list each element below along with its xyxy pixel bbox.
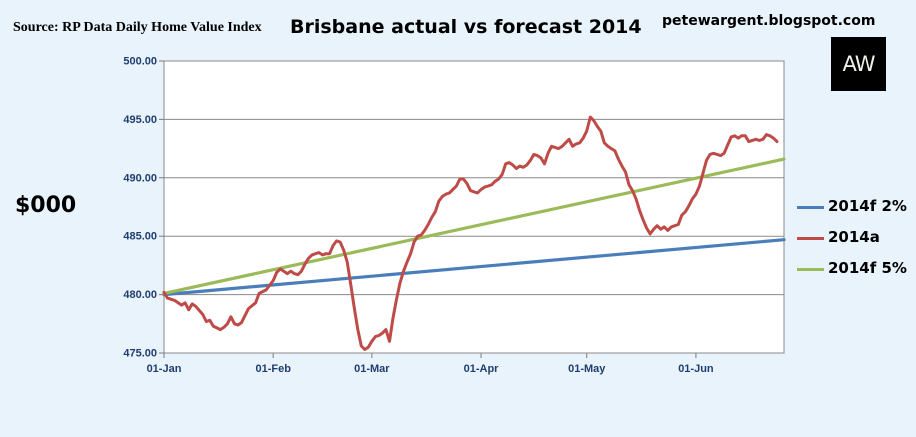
y-tick-label: 475.00 <box>123 348 157 360</box>
x-tick-label: 01-Mar <box>354 363 390 375</box>
legend-label-2014a: 2014a <box>828 228 880 246</box>
y-tick-label: 495.00 <box>123 114 157 126</box>
legend-label-2014f-2: 2014f 2% <box>828 197 907 215</box>
y-tick-label: 485.00 <box>123 231 157 243</box>
y-axis-label: $000 <box>15 193 77 218</box>
series-line-2014f-2- <box>162 238 786 297</box>
x-tick-label: 01-May <box>568 363 606 375</box>
y-tick-label: 500.00 <box>123 56 157 68</box>
legend-swatch-2014a <box>797 237 824 240</box>
x-tick-label: 01-Apr <box>464 363 500 375</box>
plot-area <box>163 60 785 354</box>
site-url: petewargent.blogspot.com <box>662 13 876 29</box>
y-tick-label: 480.00 <box>123 289 157 301</box>
aw-logo: AW <box>831 37 886 91</box>
series-line-2014f-5- <box>162 157 786 295</box>
y-tick-label: 490.00 <box>123 172 157 184</box>
source-label: Source: RP Data Daily Home Value Index <box>13 20 262 35</box>
legend-swatch-2014f-5 <box>797 268 824 271</box>
chart-title: Brisbane actual vs forecast 2014 <box>290 16 642 38</box>
gridlines <box>164 60 784 296</box>
x-tick-label: 01-Jan <box>147 363 182 375</box>
legend-label-2014f-5: 2014f 5% <box>828 259 907 277</box>
axes: 475.00 480.00 485.00 490.00 495.00 500.00 01-J… <box>123 56 714 376</box>
x-tick-label: 01-Jun <box>678 363 714 375</box>
series-line-2014a <box>162 115 779 351</box>
series-lines <box>162 115 786 351</box>
legend-swatch-2014f-2 <box>797 206 824 209</box>
x-tick-label: 01-Feb <box>255 363 291 375</box>
